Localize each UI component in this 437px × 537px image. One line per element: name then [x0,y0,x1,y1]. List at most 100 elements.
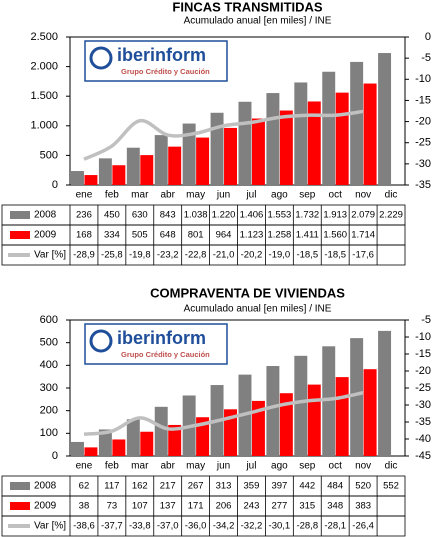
y-tick-label: 500 [40,337,58,349]
x-tick-label: ago [271,190,288,201]
y2-tick-label: -35 [415,179,431,191]
table-value: -19,0 [269,250,291,261]
bar [126,147,140,185]
table-value: 217 [160,481,176,492]
table-value: -38,6 [73,521,95,532]
table-value: -33,8 [129,521,151,532]
table-value: 520 [355,481,371,492]
y2-tick-label: -20 [415,115,431,127]
bar [71,171,84,185]
y2-tick-label: -25 [415,137,431,149]
bar [112,439,126,456]
table-value: -28,1 [324,521,346,532]
bar [168,146,182,185]
table-value: 171 [188,501,204,512]
table-value: -28,9 [73,250,95,261]
table-value: -28,8 [296,521,318,532]
x-tick-label: ene [76,461,93,472]
legend-swatch [10,211,30,219]
bar [307,101,321,185]
y-tick-label: 500 [40,149,58,161]
x-tick-label: abr [160,461,175,472]
bar [266,366,280,456]
bar [294,355,308,456]
y-tick-label: 1.000 [30,120,58,132]
logo-icon [89,329,113,353]
legend-label: 2009 [34,230,57,241]
x-tick-label: feb [105,461,119,472]
legend-label: Var [%] [34,521,66,532]
x-tick-label: jun [216,190,230,201]
table-value: -22,8 [185,250,207,261]
table-value: 450 [104,210,120,221]
table-value: 397 [271,481,287,492]
y2-tick-label: -15 [415,348,431,360]
y-tick-label: 100 [40,427,58,439]
table-value: 236 [76,210,92,221]
x-tick-label: ago [271,461,288,472]
logo-tagline: Grupo Crédito y Caución [121,350,210,359]
y2-tick-label: -25 [415,382,431,394]
y2-tick-label: -10 [415,73,431,85]
bar [363,83,377,185]
table-value: -32,2 [241,521,263,532]
table-value: -23,2 [157,250,179,261]
table-value: -34,2 [213,521,235,532]
table-value: 1.913 [323,210,347,221]
y2-tick-label: -10 [415,331,431,343]
bar [126,419,140,456]
table-value: 38 [79,501,90,512]
x-tick-label: dic [385,461,398,472]
bar [71,441,84,456]
table-value: 137 [160,501,176,512]
table-value: 442 [299,481,315,492]
table-value: 1.123 [240,230,264,241]
legend-label: 2008 [34,481,57,492]
table-value: -19,8 [129,250,151,261]
logo-box [84,40,228,82]
chart-subtitle: Acumulado anual [en miles] / INE [184,16,332,27]
x-tick-label: ene [76,190,93,201]
table-value: -20,2 [241,250,263,261]
table-value: 359 [244,481,260,492]
x-tick-label: jul [245,190,256,201]
table-row [1,244,406,266]
y2-tick-label: -30 [415,158,431,170]
x-tick-label: oct [329,461,343,472]
table-value: 2.079 [351,210,375,221]
bar [196,417,210,456]
table-value: 2.229 [379,210,403,221]
logo-icon [89,46,113,70]
bar [196,137,210,185]
legend-swatch [10,482,30,490]
table-value: 348 [327,501,343,512]
y-tick-label: 2.000 [30,61,58,73]
table-value: 243 [244,501,260,512]
y-tick-label: 1.500 [30,90,58,102]
y2-tick-label: -35 [415,416,431,428]
y-tick-label: 400 [40,359,58,371]
x-tick-label: nov [355,461,371,472]
x-tick-label: oct [329,190,343,201]
logo-tagline: Grupo Crédito y Caución [121,67,210,76]
table-value: 1.560 [323,230,347,241]
y-tick-label: 300 [40,382,58,394]
y2-tick-label: -20 [415,365,431,377]
table-value: 648 [160,230,176,241]
bar [350,338,364,456]
y2-tick-label: -5 [421,52,431,64]
y-tick-label: 0 [52,450,58,462]
table-value: -26,4 [352,521,374,532]
table-value: 267 [188,481,204,492]
table-value: -18,5 [324,250,346,261]
x-tick-label: nov [355,190,371,201]
table-value: -36,0 [185,521,207,532]
bar [294,82,308,185]
x-tick-label: feb [105,190,119,201]
x-tick-label: may [186,190,205,201]
bar [322,71,336,185]
bar [266,93,280,185]
chart-title: COMPRAVENTA DE VIVIENDAS [150,285,345,300]
y-tick-label: 600 [40,314,58,326]
